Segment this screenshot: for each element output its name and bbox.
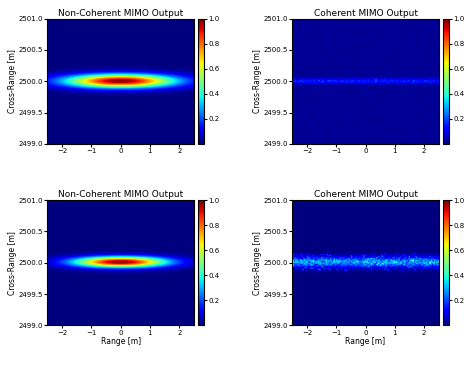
Title: Non-Coherent MIMO Output: Non-Coherent MIMO Output bbox=[58, 190, 183, 199]
Title: Non-Coherent MIMO Output: Non-Coherent MIMO Output bbox=[58, 9, 183, 18]
Title: Coherent MIMO Output: Coherent MIMO Output bbox=[313, 9, 418, 18]
Y-axis label: Cross-Range [m]: Cross-Range [m] bbox=[9, 49, 18, 113]
Y-axis label: Cross-Range [m]: Cross-Range [m] bbox=[253, 49, 262, 113]
Y-axis label: Cross-Range [m]: Cross-Range [m] bbox=[9, 231, 18, 295]
X-axis label: Range [m]: Range [m] bbox=[100, 337, 141, 346]
X-axis label: Range [m]: Range [m] bbox=[346, 337, 385, 346]
Title: Coherent MIMO Output: Coherent MIMO Output bbox=[313, 190, 418, 199]
Y-axis label: Cross-Range [m]: Cross-Range [m] bbox=[253, 231, 262, 295]
